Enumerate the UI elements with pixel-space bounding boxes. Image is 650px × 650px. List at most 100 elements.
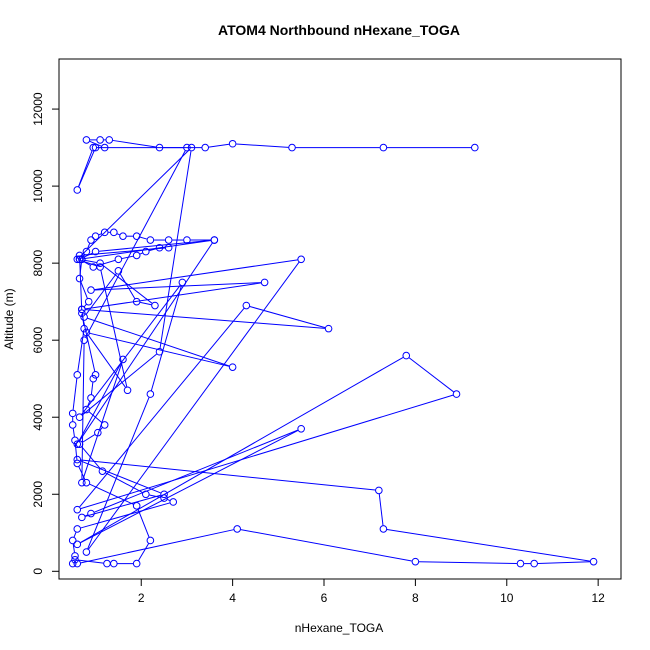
data-point [71, 555, 79, 564]
data-point [98, 467, 107, 475]
series-line-segment [99, 427, 103, 431]
plot-frame [58, 58, 622, 580]
data-point [82, 328, 91, 337]
data-point [78, 513, 86, 522]
data-point [96, 259, 104, 267]
series-line-segment [140, 301, 152, 306]
data-point [233, 525, 241, 533]
data-point [100, 143, 109, 152]
series-line-segment [80, 281, 88, 299]
data-point [96, 136, 104, 144]
series-line-segment [80, 394, 454, 510]
y-axis: 0 2000 4000 6000 8000 10000 12000 [31, 92, 59, 575]
data-point [87, 394, 95, 402]
series-line-segment [386, 528, 591, 562]
x-tick-label: 4 [229, 591, 236, 605]
series-line-segment [82, 434, 96, 443]
series-line-segment [159, 151, 192, 349]
data-point [142, 247, 150, 256]
series-line-segment [98, 233, 102, 236]
data-point [78, 255, 86, 264]
data-point [73, 559, 82, 568]
series-line-segment [236, 143, 289, 148]
series-line-segment [96, 259, 116, 267]
data-point [73, 540, 82, 549]
x-axis: 2 4 6 8 10 12 [138, 579, 605, 605]
series-line-segment [81, 343, 85, 480]
series-line-segment [80, 460, 161, 494]
y-tick-label: 12000 [31, 92, 45, 126]
data-point [297, 255, 305, 264]
data-point [411, 557, 420, 566]
series-line-segment [81, 284, 181, 415]
series-line-segment [80, 429, 299, 544]
series-line-segment [73, 532, 77, 538]
series-line-segment [94, 282, 262, 291]
series-line-segment [80, 259, 97, 267]
data-point [183, 236, 191, 244]
data-point [68, 409, 77, 418]
data-point [402, 351, 411, 360]
data-point [201, 143, 210, 152]
data-point [82, 548, 91, 556]
data-point [132, 232, 141, 240]
series-line-segment [72, 378, 78, 410]
data-point [82, 136, 91, 144]
series-line-segment [240, 529, 412, 562]
data-point [89, 374, 98, 383]
data-point [110, 228, 118, 237]
series-line-segment [112, 139, 157, 148]
data-point [73, 455, 82, 464]
series-line-segment [85, 282, 262, 310]
data-point [87, 509, 95, 518]
y-tick-label: 2000 [31, 481, 45, 508]
series-line-segment [82, 353, 158, 416]
data-point [78, 309, 86, 318]
x-tick-label: 10 [500, 591, 514, 605]
series-line-segment [378, 493, 384, 526]
series-line-segment [90, 382, 94, 395]
series-line-segment [138, 543, 149, 561]
data-point [71, 552, 79, 560]
data-point [71, 436, 79, 445]
series-line-segment [85, 309, 326, 329]
y-axis-label: Altitude (m) [2, 288, 16, 349]
data-point [73, 505, 82, 514]
data-point [123, 386, 132, 395]
data-point [100, 421, 109, 429]
data-point [114, 267, 123, 275]
series-line-segment [88, 261, 300, 550]
data-point [151, 301, 159, 310]
data-point [530, 559, 538, 568]
data-point [73, 371, 82, 379]
data-point [132, 251, 141, 260]
series-line-segment [80, 529, 234, 564]
series-line-segment [116, 233, 120, 236]
data-point [297, 424, 305, 433]
series-line-segment [102, 264, 153, 304]
data-point [80, 324, 88, 333]
data-point [379, 525, 388, 533]
data-point [187, 143, 196, 152]
data-point [75, 274, 84, 283]
data-point [228, 363, 237, 371]
series-line-segment [208, 143, 230, 148]
x-tick-label: 8 [412, 591, 419, 605]
series-line-segment [139, 252, 143, 255]
data-point [516, 559, 525, 568]
data-point [82, 478, 91, 487]
series-line-segment [84, 514, 88, 517]
data-point [73, 255, 82, 264]
data-point [452, 390, 461, 398]
series-line-segment [85, 150, 186, 338]
data-point [142, 490, 150, 499]
data-point [178, 278, 187, 287]
x-axis-label: nHexane_TOGA [295, 621, 384, 635]
chart-title: ATOM4 Northbound nHexane_TOGA [218, 22, 460, 38]
series-line-segment [77, 332, 85, 372]
series-line-segment [74, 443, 78, 460]
series-line-segment [89, 140, 102, 147]
series-line-segment [82, 362, 123, 480]
x-tick-label: 6 [321, 591, 328, 605]
series-line-segment [79, 307, 245, 508]
